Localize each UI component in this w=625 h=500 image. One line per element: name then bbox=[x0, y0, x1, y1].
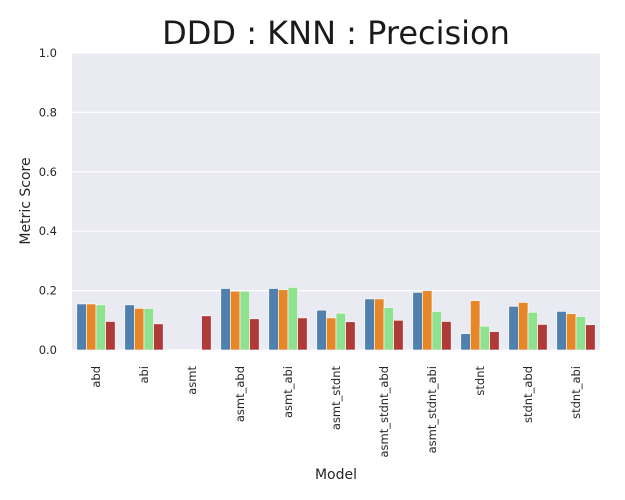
bar-asmt_abd-0 bbox=[220, 288, 231, 351]
bar-abi-0 bbox=[124, 304, 135, 351]
bar-stdnt-2 bbox=[479, 325, 490, 351]
bar-abi-2 bbox=[143, 308, 154, 351]
bar-asmt_stdnt_abd-2 bbox=[383, 307, 394, 351]
bar-stdnt_abd-2 bbox=[527, 311, 538, 351]
bar-asmt_stdnt-0 bbox=[316, 309, 327, 351]
bar-asmt_stdnt_abd-0 bbox=[364, 298, 375, 351]
bar-stdnt-3 bbox=[489, 331, 500, 351]
x-axis-label: Model bbox=[315, 467, 357, 483]
y-tick-label: 0.8 bbox=[39, 105, 57, 119]
x-tick-label: asmt_stdnt_abi bbox=[425, 366, 439, 453]
bar-stdnt-0 bbox=[460, 333, 471, 351]
bar-asmt_stdnt_abi-2 bbox=[431, 311, 442, 351]
bar-asmt_abd-3 bbox=[249, 318, 260, 351]
chart-title: DDD : KNN : Precision bbox=[162, 14, 510, 52]
bar-asmt_stdnt_abi-1 bbox=[422, 290, 433, 351]
x-tick-label: abi bbox=[137, 366, 151, 384]
x-tick-label: asmt_stdnt_abd bbox=[377, 366, 391, 458]
bar-asmt_stdnt_abd-1 bbox=[374, 298, 385, 351]
bar-asmt_stdnt-1 bbox=[326, 317, 337, 351]
bar-abi-3 bbox=[153, 323, 164, 351]
y-tick-label: 1.0 bbox=[39, 46, 57, 60]
x-tick-label: stdnt_abd bbox=[521, 366, 535, 423]
y-tick-label: 0.6 bbox=[39, 165, 57, 179]
x-tick-label: asmt_abd bbox=[233, 366, 247, 422]
bar-abi-1 bbox=[134, 308, 145, 351]
bar-asmt_abd-1 bbox=[230, 290, 241, 351]
bar-stdnt_abi-2 bbox=[575, 316, 586, 351]
bar-stdnt-1 bbox=[470, 300, 481, 351]
bar-stdnt_abd-0 bbox=[508, 306, 519, 351]
x-tick-label: stdnt bbox=[473, 366, 487, 396]
bar-stdnt_abi-3 bbox=[585, 324, 596, 351]
bar-stdnt_abd-1 bbox=[518, 302, 529, 351]
x-tick-label: asmt_abi bbox=[281, 366, 295, 418]
bar-asmt_abi-2 bbox=[287, 287, 298, 351]
y-axis-label: Metric Score bbox=[18, 157, 34, 244]
plot-area bbox=[72, 53, 600, 350]
bar-abd-3 bbox=[105, 321, 116, 351]
bar-asmt_stdnt_abi-0 bbox=[412, 292, 423, 351]
x-tick-label: stdnt_abi bbox=[569, 366, 583, 419]
y-tick-labels: 0.0 0.2 0.4 0.6 0.8 1.0 bbox=[39, 46, 57, 357]
bar-abd-1 bbox=[86, 303, 97, 351]
bars bbox=[76, 287, 596, 351]
bar-stdnt_abd-3 bbox=[537, 324, 548, 351]
bar-asmt_stdnt-3 bbox=[345, 321, 356, 351]
bar-asmt_stdnt_abi-3 bbox=[441, 321, 452, 351]
bar-asmt_stdnt-2 bbox=[335, 312, 346, 351]
y-tick-label: 0.4 bbox=[39, 224, 57, 238]
bar-asmt_stdnt_abd-3 bbox=[393, 319, 404, 351]
bar-abd-2 bbox=[95, 304, 106, 351]
bar-abd-0 bbox=[76, 303, 87, 351]
bar-asmt_abd-2 bbox=[239, 290, 250, 351]
x-tick-label: asmt bbox=[185, 366, 199, 395]
x-tick-label: abd bbox=[89, 366, 103, 388]
bar-asmt_abi-0 bbox=[268, 288, 279, 351]
y-tick-label: 0.0 bbox=[39, 343, 57, 357]
y-tick-label: 0.2 bbox=[39, 284, 57, 298]
bar-stdnt_abi-1 bbox=[566, 313, 577, 351]
bar-asmt_abi-3 bbox=[297, 317, 308, 351]
bar-asmt_abi-1 bbox=[278, 289, 289, 351]
x-tick-labels: abd abi asmt asmt_abd asmt_abi asmt_stdnt asmt… bbox=[89, 366, 583, 458]
x-tick-label: asmt_stdnt bbox=[329, 366, 343, 431]
bar-asmt-3 bbox=[201, 315, 212, 351]
bar-stdnt_abi-0 bbox=[556, 311, 567, 351]
